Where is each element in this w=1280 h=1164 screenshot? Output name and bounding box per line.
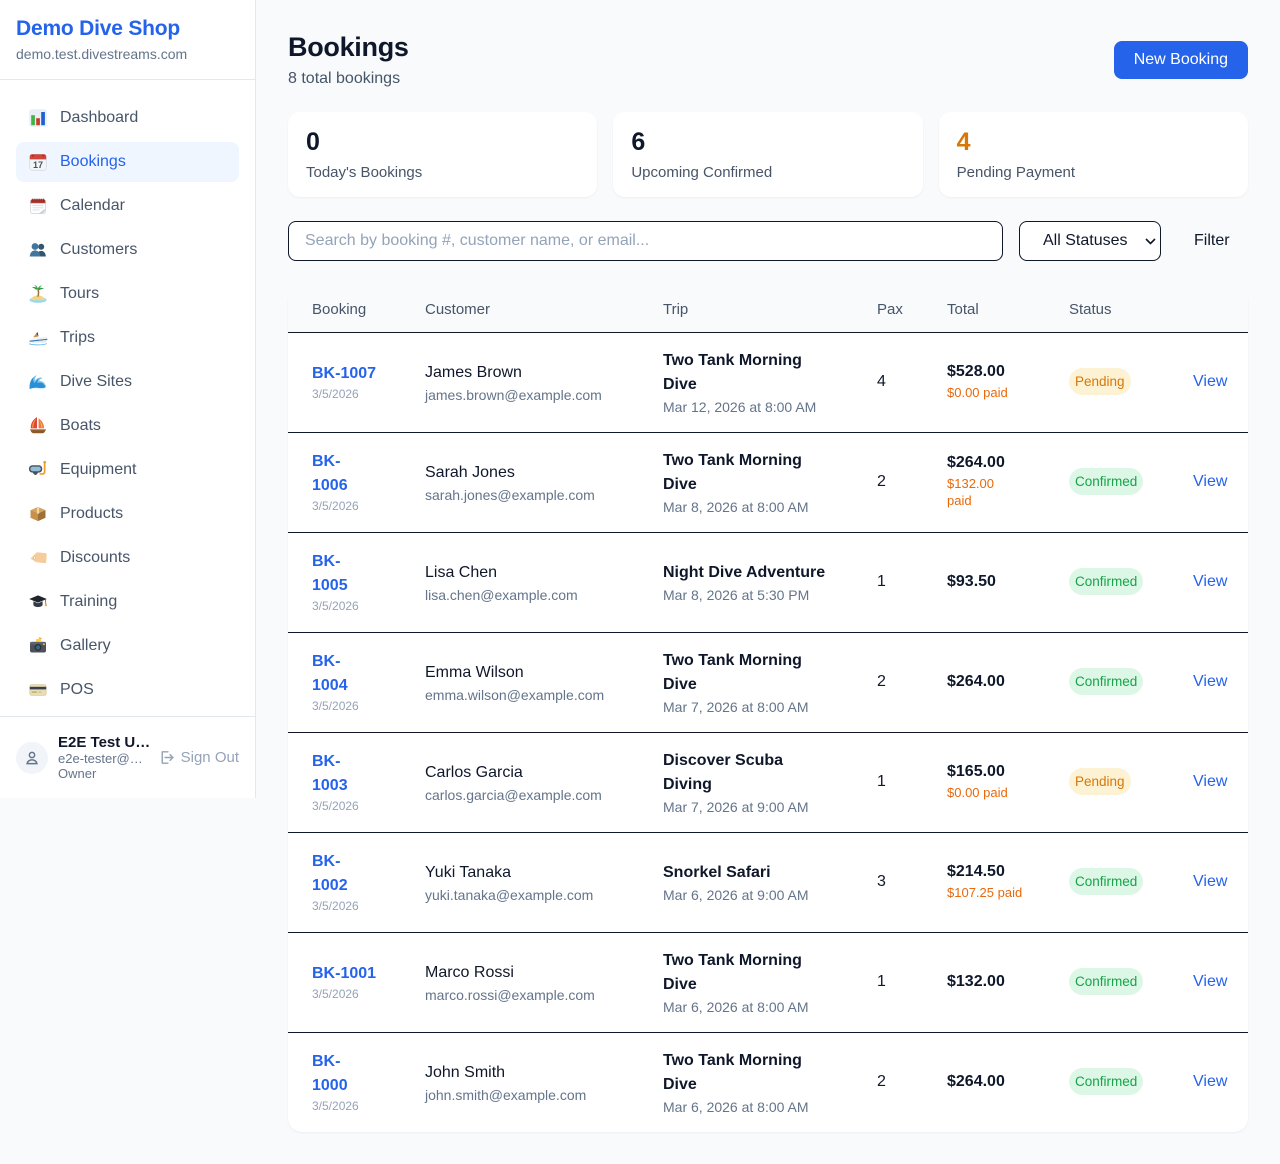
svg-text:17: 17 xyxy=(33,160,43,170)
